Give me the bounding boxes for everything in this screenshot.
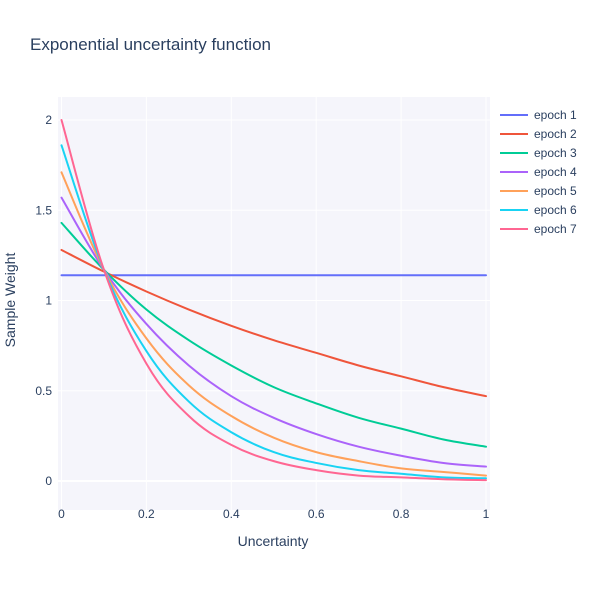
legend-item-epoch-2[interactable]: epoch 2 [500,127,577,141]
series-line-epoch-3 [60,221,487,448]
series-line-epoch-6 [60,144,487,480]
legend-item-epoch-5[interactable]: epoch 5 [500,184,577,198]
legend-label: epoch 6 [534,203,577,217]
x-tick-label: 1 [483,507,490,521]
y-tick-label: 0 [45,474,52,488]
x-gridlines [61,97,487,510]
x-axis-ticks: 0 0.2 0.4 0.6 0.8 1 [58,507,490,521]
x-axis-title: Uncertainty [238,533,309,549]
legend-item-epoch-7[interactable]: epoch 7 [500,222,577,236]
legend-label: epoch 2 [534,127,577,141]
legend-label: epoch 1 [534,108,577,122]
y-gridlines [58,119,490,482]
series-line-epoch-5 [60,171,487,477]
chart-title: Exponential uncertainty function [30,35,271,54]
y-tick-label: 0.5 [35,384,52,398]
legend-label: epoch 7 [534,222,577,236]
y-tick-label: 1 [45,294,52,308]
legend-item-epoch-4[interactable]: epoch 4 [500,165,577,179]
x-tick-label: 0.4 [223,507,240,521]
x-tick-label: 0.6 [308,507,325,521]
legend-item-epoch-3[interactable]: epoch 3 [500,146,577,160]
y-axis-title: Sample Weight [2,253,18,348]
y-axis-ticks: 0 0.5 1 1.5 2 [35,113,52,488]
series-lines [60,119,487,482]
legend-item-epoch-6[interactable]: epoch 6 [500,203,577,217]
legend-label: epoch 3 [534,146,577,160]
legend-label: epoch 4 [534,165,577,179]
legend-item-epoch-1[interactable]: epoch 1 [500,108,577,122]
legend-label: epoch 5 [534,184,577,198]
series-line-epoch-4 [60,196,487,468]
y-tick-label: 2 [45,113,52,127]
series-line-epoch-2 [60,248,487,398]
series-line-epoch-7 [60,119,487,482]
x-tick-label: 0 [58,507,65,521]
x-tick-label: 0.2 [138,507,155,521]
legend: epoch 1 epoch 2 epoch 3 epoch 4 epoch 5 epoch… [500,108,577,236]
x-tick-label: 0.8 [393,507,410,521]
y-tick-label: 1.5 [35,203,52,217]
